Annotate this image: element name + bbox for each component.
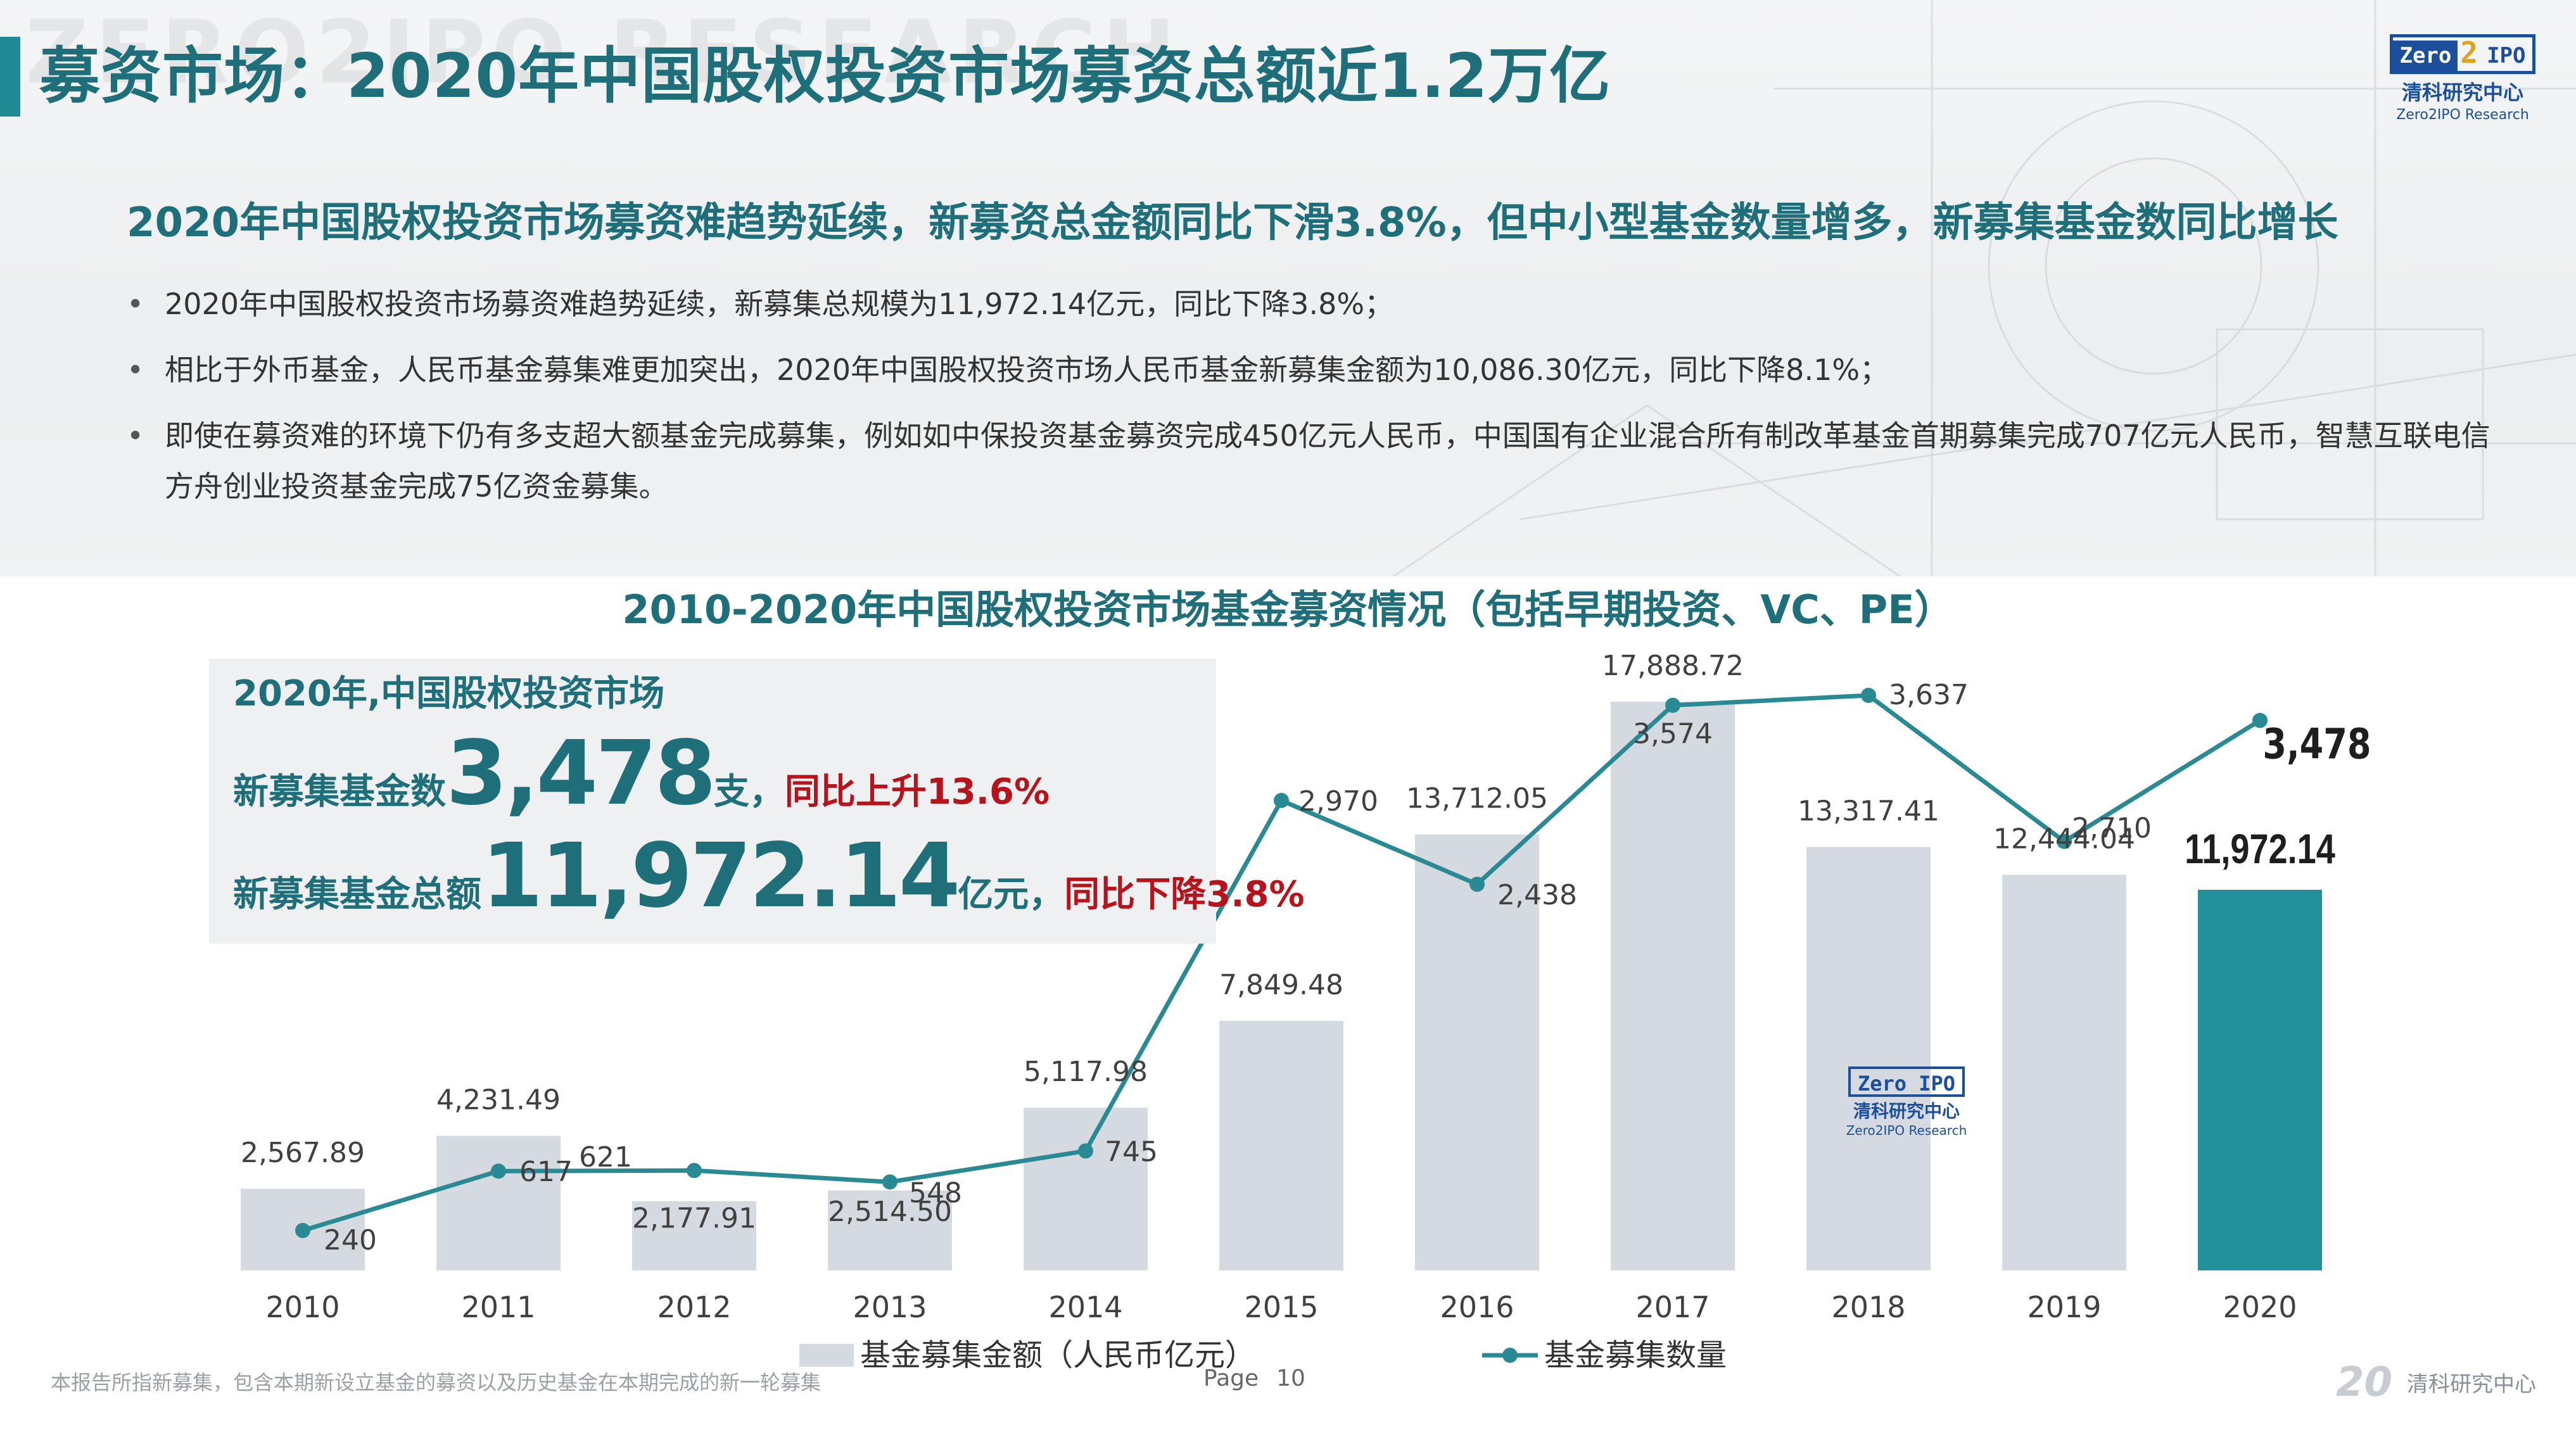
- x-tick-label: 2013: [853, 1290, 927, 1324]
- bar-value-label: 5,117.98: [1024, 1056, 1148, 1088]
- funds-unit: 支，: [713, 771, 785, 813]
- zero2ipo-logo: Zero 2 IPO 清科研究中心 Zero2IPO Research: [2387, 30, 2539, 125]
- x-tick-label: 2012: [657, 1290, 731, 1324]
- amount-label: 新募集基金总额: [233, 874, 481, 915]
- amount-change: 同比下降3.8%: [1064, 874, 1305, 915]
- legend-line-label: 基金募集数量: [1544, 1338, 1727, 1373]
- bar-value-label: 7,849.48: [1219, 969, 1343, 1001]
- count-point-2017: [1665, 697, 1680, 713]
- x-tick-label: 2014: [1048, 1290, 1122, 1324]
- amount-value: 11,972.14: [481, 825, 960, 928]
- count-value-label: 2,438: [1497, 879, 1577, 911]
- page-label: Page: [1203, 1365, 1259, 1391]
- footnote: 本报告所指新募集，包含本期新设立基金的募资以及历史基金在本期完成的新一轮募集: [51, 1370, 822, 1395]
- bar-value-label: 2,177.91: [632, 1203, 756, 1235]
- bar-2017: [1611, 702, 1735, 1270]
- bullet-item: 2020年中国股权投资市场募资难趋势延续，新募集总规模为11,972.14亿元，…: [127, 279, 2496, 329]
- footer-brand: 清科研究中心: [2407, 1372, 2536, 1397]
- bar-value-label: 2,514.50: [828, 1196, 952, 1228]
- logo-mark: Zero 2 IPO: [2390, 34, 2535, 74]
- x-tick-label: 2019: [2027, 1290, 2101, 1324]
- legend-bar-swatch: [799, 1344, 854, 1367]
- count-value-label: 548: [909, 1177, 962, 1209]
- bullet-item: 即使在募资难的环境下仍有多支超大额基金完成募集，例如如中保投资基金募资完成450…: [127, 410, 2496, 512]
- x-tick-label: 2018: [1831, 1290, 1905, 1324]
- bullet-item: 相比于外币基金，人民币基金募集难更加突出，2020年中国股权投资市场人民币基金新…: [127, 345, 2496, 395]
- highlight-amount-line: 新募集基金总额11,972.14亿元，同比下降3.8%: [233, 825, 1305, 928]
- bar-value-label: 11,972.14: [2185, 825, 2335, 872]
- summary-subtitle: 2020年中国股权投资市场募资难趋势延续，新募资总金额同比下滑3.8%，但中小型…: [127, 199, 2338, 246]
- count-point-2012: [687, 1163, 702, 1179]
- count-point-2011: [491, 1163, 506, 1179]
- count-value-label: 2,970: [1298, 785, 1378, 818]
- bar-value-label: 13,317.41: [1798, 795, 1939, 827]
- count-value-label: 3,637: [1889, 679, 1969, 711]
- count-value-label: 3,478: [2262, 720, 2371, 769]
- count-point-2015: [1274, 792, 1289, 808]
- chart-logo-frame: [1848, 1066, 1965, 1097]
- x-tick-label: 2020: [2223, 1290, 2297, 1324]
- bar-2013: [828, 1190, 952, 1270]
- chart-logo-mark: Zero IPO: [1858, 1072, 1955, 1096]
- x-tick-label: 2011: [461, 1290, 535, 1324]
- x-tick-label: 2017: [1635, 1290, 1710, 1324]
- x-tick-label: 2015: [1244, 1290, 1318, 1324]
- x-tick-label: 2016: [1440, 1290, 1514, 1324]
- bar-value-label: 13,712.05: [1406, 783, 1548, 815]
- count-point-2018: [1861, 688, 1876, 703]
- count-value-label: 621: [579, 1141, 632, 1174]
- x-tick-label: 2010: [265, 1290, 339, 1324]
- count-point-2010: [295, 1223, 310, 1238]
- logo-en-name: Zero2IPO Research: [2396, 107, 2529, 123]
- amount-unit: 亿元，: [958, 874, 1065, 915]
- count-value-label: 2,710: [2072, 813, 2152, 845]
- count-value-label: 240: [324, 1224, 377, 1256]
- count-point-2016: [1469, 876, 1485, 892]
- summary-bullets: 2020年中国股权投资市场募资难趋势延续，新募集总规模为11,972.14亿元，…: [127, 279, 2496, 527]
- bar-2016: [1415, 834, 1539, 1270]
- highlight-heading: 2020年,中国股权投资市场: [233, 673, 665, 714]
- count-value-label: 3,574: [1633, 718, 1713, 750]
- bar-value-label: 4,231.49: [436, 1084, 561, 1117]
- bar-2014: [1024, 1108, 1148, 1270]
- page-number: Page 10: [1203, 1365, 1305, 1391]
- bar-2015: [1219, 1020, 1343, 1270]
- count-value-label: 745: [1105, 1136, 1158, 1168]
- count-point-2013: [882, 1174, 898, 1190]
- header-watermark: ZERO2IPO RESEARCH: [25, 1, 1182, 103]
- bar-2011: [436, 1136, 561, 1270]
- highlight-funds-line: 新募集基金数3,478支，同比上升13.6%: [233, 722, 1050, 825]
- count-point-2019: [2057, 833, 2072, 849]
- chart-title: 2010-2020年中国股权投资市场基金募资情况（包括早期投资、VC、PE）: [622, 586, 1954, 633]
- funds-value: 3,478: [446, 722, 716, 825]
- bar-2018: [1806, 847, 1931, 1270]
- funds-label: 新募集基金数: [233, 771, 446, 813]
- bar-value-label: 2,567.89: [241, 1137, 365, 1169]
- bar-value-label: 17,888.72: [1602, 650, 1744, 682]
- count-value-label: 617: [519, 1156, 573, 1188]
- bar-2020: [2198, 890, 2322, 1270]
- bar-2012: [632, 1201, 756, 1270]
- title-accent-bar: [0, 37, 20, 117]
- bar-value-label: 12,444.04: [1993, 823, 2135, 855]
- highlight-box: 2020年,中国股权投资市场 新募集基金数3,478支，同比上升13.6% 新募…: [209, 659, 1305, 944]
- bar-2019: [2002, 875, 2126, 1270]
- count-point-2020: [2252, 712, 2268, 728]
- funds-change: 同比上升13.6%: [784, 771, 1050, 813]
- anniversary-mark: 20: [2336, 1359, 2393, 1406]
- chart-logo-en: Zero2IPO Research: [1846, 1123, 1967, 1138]
- logo-cn-name: 清科研究中心: [2401, 80, 2523, 104]
- legend-bar-label: 基金募集金额（人民币亿元）: [860, 1338, 1255, 1373]
- page-title: 募资市场：2020年中国股权投资市场募资总额近1.2万亿: [39, 41, 1611, 111]
- legend-line-marker: [1502, 1348, 1518, 1363]
- chart-logo-cn: 清科研究中心: [1853, 1101, 1960, 1122]
- page-number-value: 10: [1276, 1365, 1305, 1391]
- count-point-2014: [1078, 1143, 1093, 1159]
